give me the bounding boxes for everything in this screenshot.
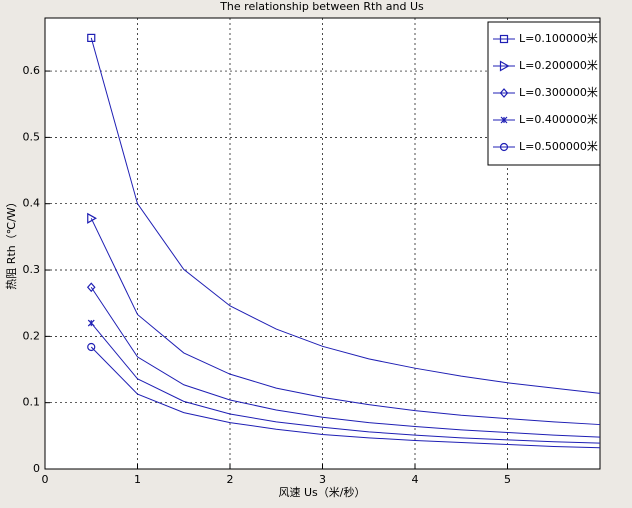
y-tick-label: 0.3 xyxy=(23,263,41,276)
y-tick-label: 0.4 xyxy=(23,197,41,210)
marker xyxy=(87,212,97,224)
y-tick-label: 0.2 xyxy=(23,329,41,342)
x-tick-label: 4 xyxy=(412,473,419,486)
legend-label: L=0.100000米 xyxy=(519,32,598,45)
chart-title: The relationship between Rth and Us xyxy=(219,0,424,13)
x-tick-label: 3 xyxy=(319,473,326,486)
x-tick-label: 5 xyxy=(504,473,511,486)
x-tick-label: 0 xyxy=(42,473,49,486)
marker xyxy=(87,342,96,352)
legend-marker xyxy=(500,116,508,124)
legend-marker xyxy=(499,88,509,98)
legend-label: L=0.400000米 xyxy=(519,113,598,126)
x-axis-label: 风速 Us（米/秒） xyxy=(279,485,366,499)
marker xyxy=(86,282,96,293)
y-tick-label: 0.6 xyxy=(23,64,41,77)
legend-marker xyxy=(499,34,509,44)
marker xyxy=(87,33,96,42)
marker xyxy=(87,319,95,327)
legend-label: L=0.500000米 xyxy=(519,140,598,153)
legend-label: L=0.200000米 xyxy=(519,59,598,72)
series-line xyxy=(90,346,601,449)
series-line xyxy=(90,286,601,438)
y-tick-label: 0.1 xyxy=(23,396,41,409)
series-line xyxy=(90,37,601,394)
y-axis-label: 热阻 Rth（℃/W） xyxy=(5,196,18,289)
y-tick-label: 0.5 xyxy=(23,130,41,143)
x-tick-label: 1 xyxy=(134,473,141,486)
series-line xyxy=(90,322,601,444)
legend-label: L=0.300000米 xyxy=(519,86,598,99)
y-tick-label: 0 xyxy=(33,462,40,475)
legend-marker xyxy=(499,142,509,152)
legend-marker xyxy=(499,60,510,72)
x-tick-label: 2 xyxy=(227,473,234,486)
series-line xyxy=(90,218,601,426)
